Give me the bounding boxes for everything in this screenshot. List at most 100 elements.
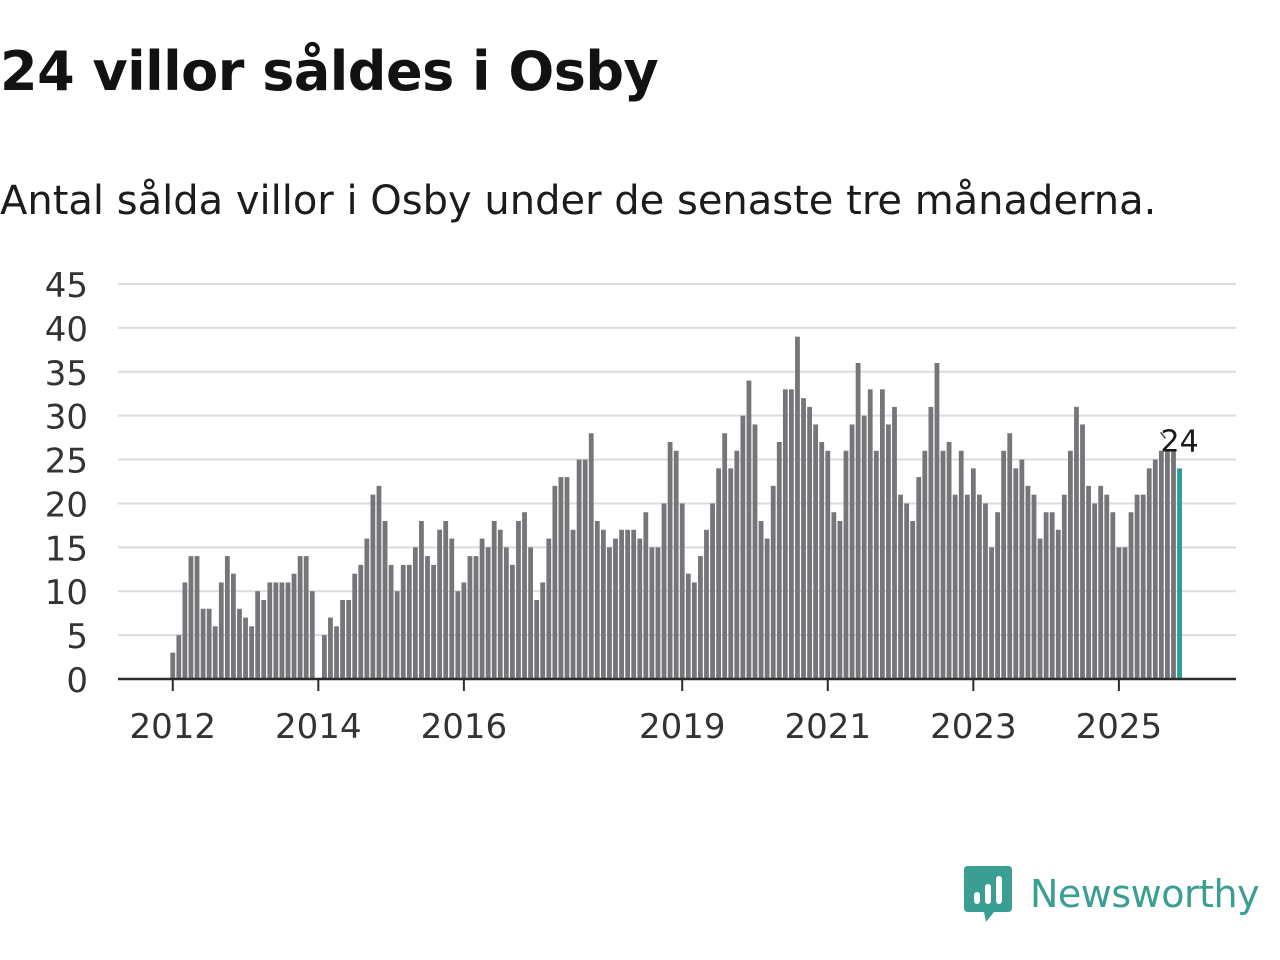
bar (886, 424, 891, 679)
bar (176, 635, 182, 679)
bar (1104, 494, 1110, 679)
bar (516, 521, 521, 679)
bar (752, 424, 758, 679)
bar (528, 547, 533, 679)
bar (1031, 494, 1037, 679)
bar (1013, 468, 1019, 679)
bar (503, 547, 509, 679)
bar (1171, 450, 1176, 679)
bar (801, 398, 806, 679)
bar (1037, 538, 1043, 679)
bar (382, 521, 388, 679)
bar (661, 503, 667, 679)
bar (346, 600, 352, 679)
bar (600, 529, 606, 679)
bar (370, 494, 376, 679)
bar (461, 582, 467, 679)
bar (795, 336, 800, 679)
y-tick-label: 5 (66, 617, 88, 657)
bar (570, 529, 576, 679)
bar (334, 626, 339, 679)
bar (782, 389, 788, 679)
bar (1074, 406, 1079, 679)
bar (1061, 494, 1067, 679)
y-tick-label: 0 (66, 661, 88, 701)
bar (394, 591, 400, 679)
bar (989, 547, 994, 679)
bar (873, 450, 879, 679)
bar (194, 556, 200, 679)
bar (1080, 424, 1085, 679)
bar (1007, 433, 1013, 679)
bar (552, 485, 558, 679)
bar (892, 406, 897, 679)
bar (813, 424, 819, 679)
bar (237, 608, 242, 679)
bar (607, 547, 612, 679)
bar (946, 442, 952, 679)
bar (958, 450, 964, 679)
bar (1049, 512, 1055, 679)
x-tick-label: 2012 (129, 707, 216, 747)
bar (303, 556, 309, 679)
bar (1092, 503, 1098, 679)
bar (922, 450, 928, 679)
bar (710, 503, 715, 679)
bar (619, 529, 624, 679)
y-tick-label: 10 (45, 573, 88, 613)
bar (940, 450, 946, 679)
bar (449, 538, 455, 679)
bar (497, 529, 503, 679)
bar (376, 485, 382, 679)
bar-highlight (1177, 468, 1182, 679)
bar (916, 477, 922, 679)
bar (1165, 450, 1170, 679)
bar (352, 573, 358, 679)
bar (728, 468, 734, 679)
bar (1043, 512, 1049, 679)
bar (224, 556, 230, 679)
bar (425, 556, 430, 679)
bar (273, 582, 279, 679)
bar (679, 503, 685, 679)
bar (510, 564, 515, 679)
bar (406, 564, 412, 679)
bar (1122, 547, 1128, 679)
bar (1067, 450, 1073, 679)
bar (613, 538, 618, 679)
bar (1134, 494, 1140, 679)
chart-subtitle: Antal sålda villor i Osby under de senas… (0, 178, 1157, 224)
bar (321, 635, 327, 679)
bar (297, 556, 303, 679)
bar (534, 600, 540, 679)
bar (807, 406, 812, 679)
last-value-label: 24 (1161, 424, 1199, 459)
bar (267, 582, 273, 679)
bar (1140, 494, 1146, 679)
bar (182, 582, 188, 679)
bar (309, 591, 315, 679)
bar (218, 582, 224, 679)
bar (788, 389, 794, 679)
chart-title: 24 villor såldes i Osby (0, 40, 659, 103)
bar (855, 363, 861, 679)
x-tick-label: 2025 (1076, 707, 1163, 747)
brand-name: Newsworthy (1030, 872, 1260, 916)
bar (188, 556, 194, 679)
y-tick-label: 35 (45, 354, 88, 394)
x-tick-label: 2021 (785, 707, 872, 747)
bar (970, 468, 976, 679)
bar (825, 450, 831, 679)
bar (594, 521, 600, 679)
bar (412, 547, 418, 679)
bar (819, 442, 825, 679)
bar (1116, 547, 1122, 679)
bar (849, 424, 855, 679)
bar (952, 494, 958, 679)
bar (776, 442, 782, 679)
bar (467, 556, 473, 679)
bar (867, 389, 873, 679)
bar (170, 652, 176, 679)
bar (546, 538, 552, 679)
